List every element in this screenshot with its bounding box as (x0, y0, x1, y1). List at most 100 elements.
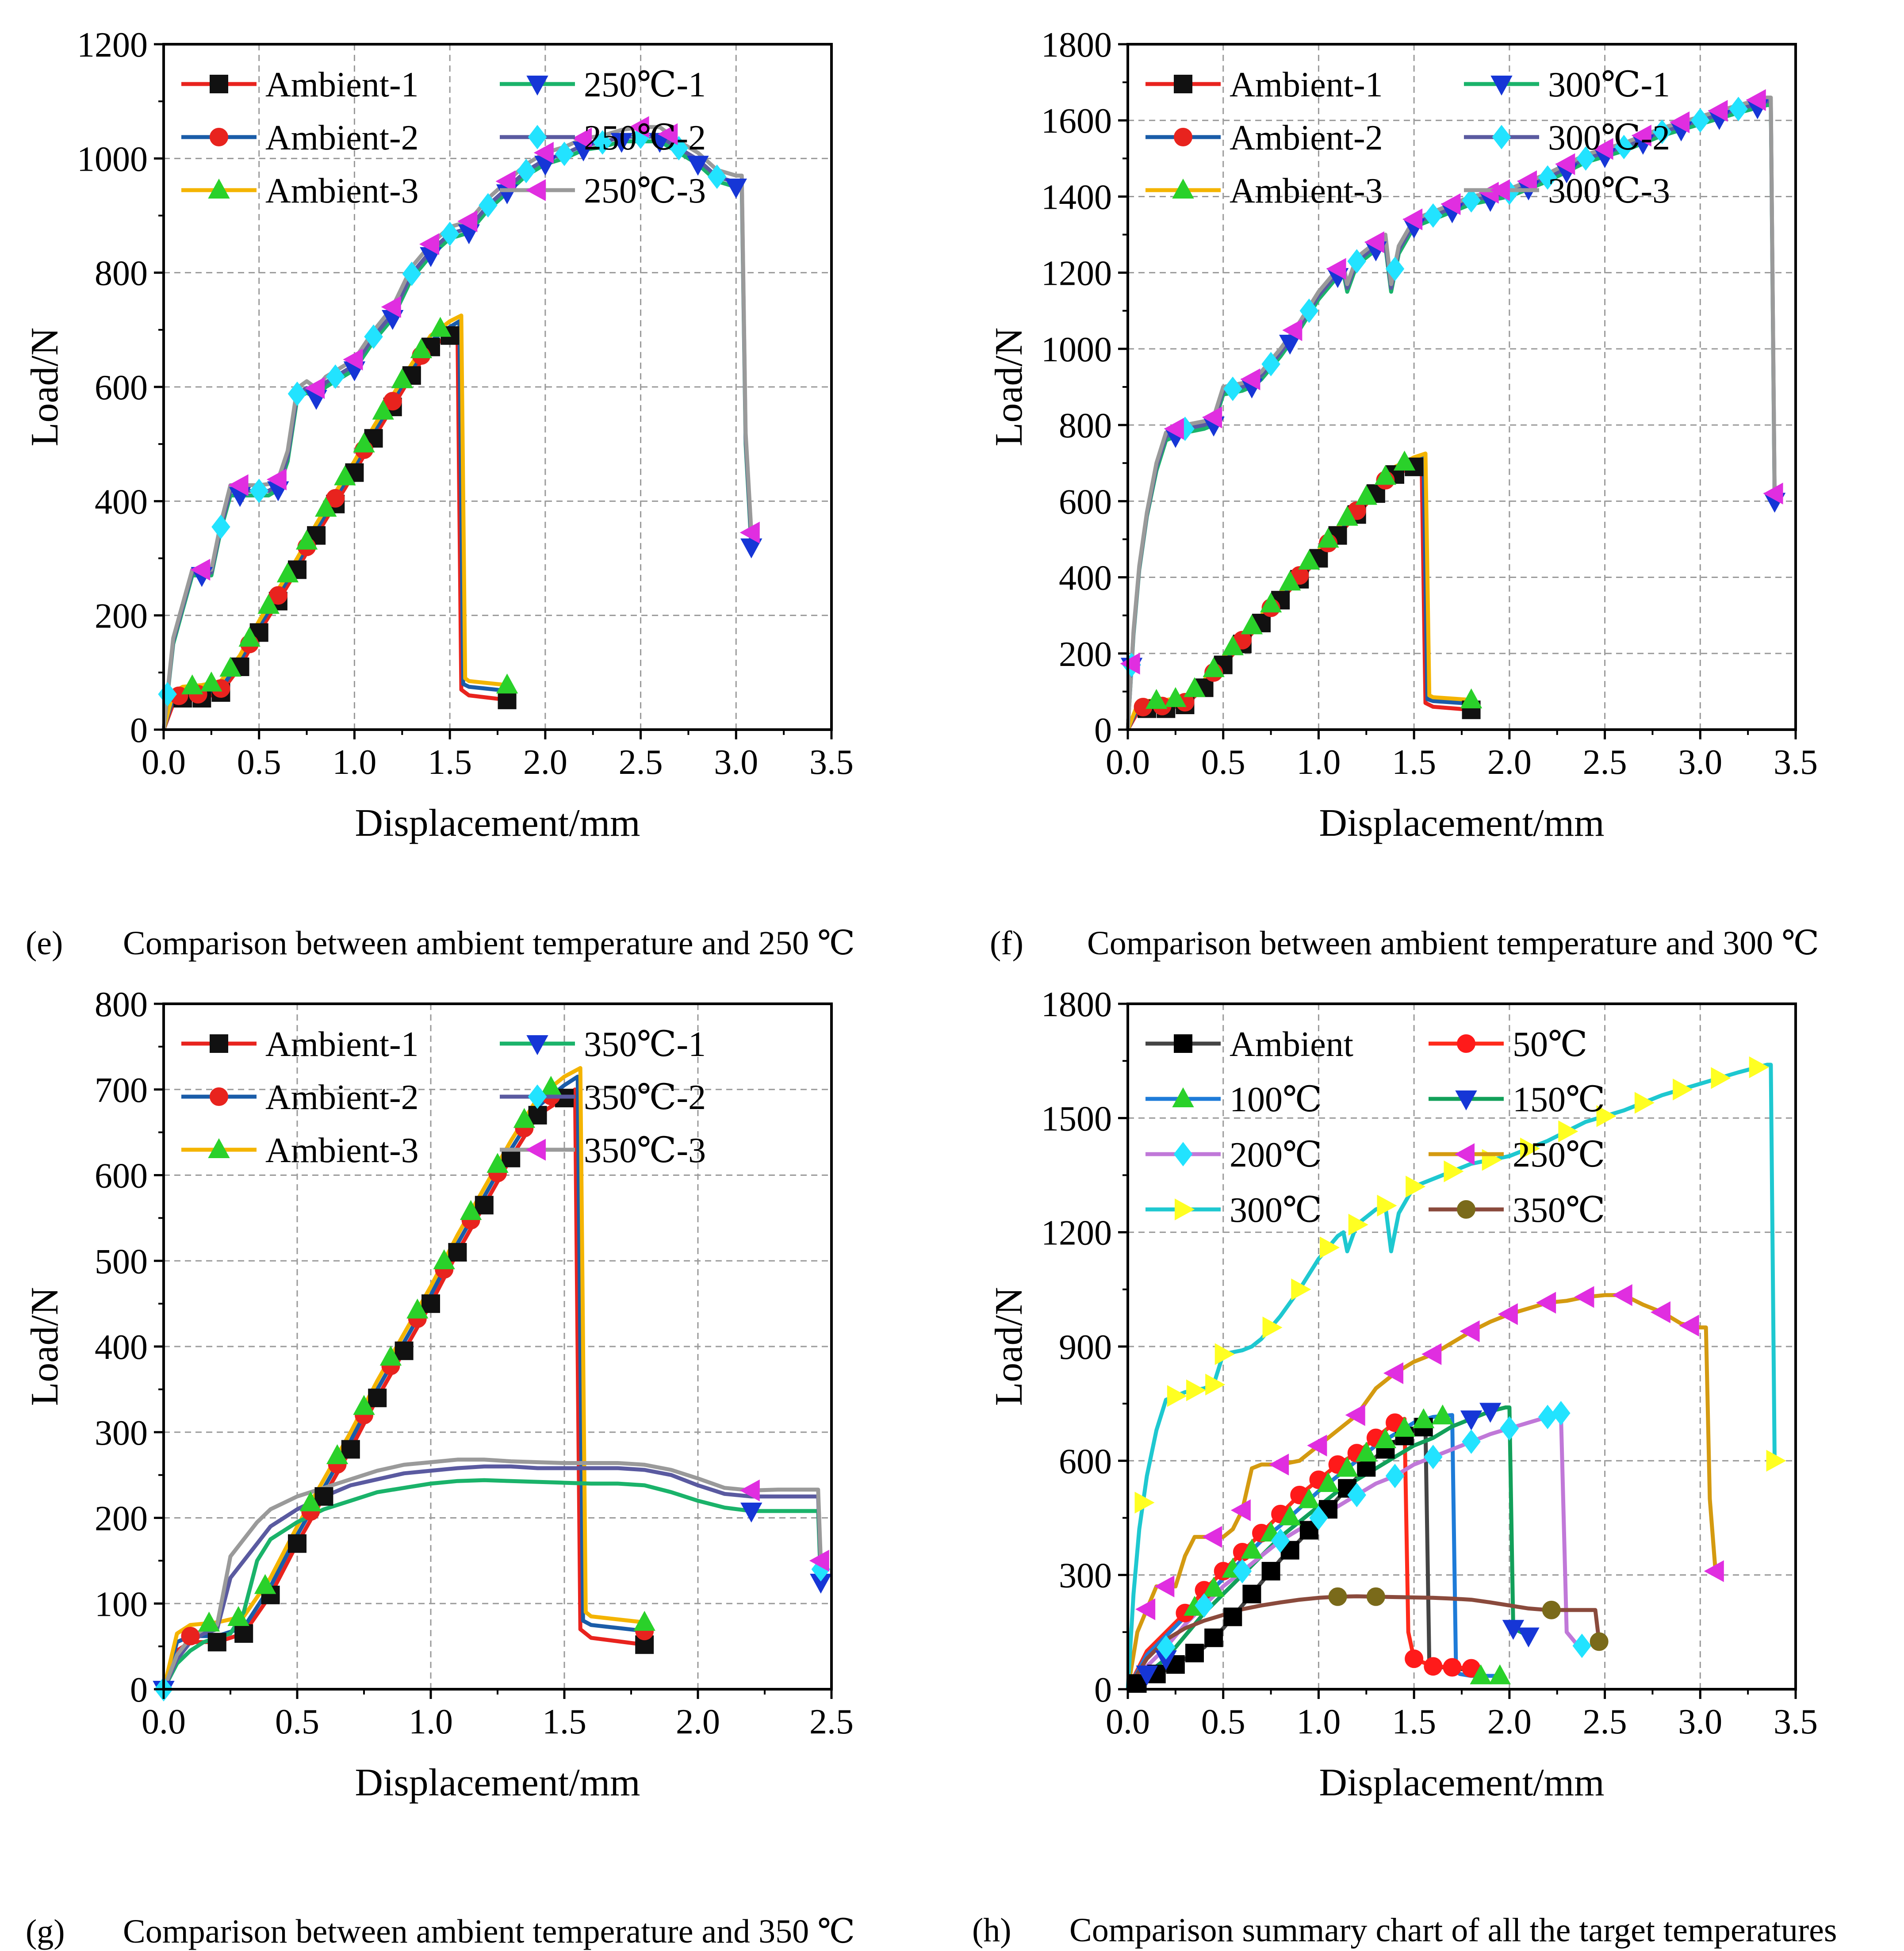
chart-g-series-2-marker (460, 1200, 482, 1220)
chart-g-series-2-marker (353, 1395, 375, 1415)
chart-f-series-4-marker (1424, 203, 1443, 228)
chart-f-legend-item-1: Ambient-2 (1145, 119, 1383, 157)
chart-e-xtick-label: 0.0 (142, 743, 186, 782)
chart-f-series-4-marker (1261, 352, 1280, 376)
chart-g-series-2-line (161, 1066, 645, 1690)
chart-h-legend-swatch-marker (1455, 1090, 1477, 1111)
chart-h-series-3-marker (1479, 1403, 1502, 1423)
chart-e-series-4-marker (517, 159, 536, 184)
chart-e-legend-item-5: 250℃-3 (500, 172, 706, 210)
chart-h-series-5-marker (1460, 1320, 1480, 1343)
chart-h-series-5-marker (1704, 1560, 1724, 1582)
chart-e-series-4-marker (440, 222, 460, 246)
chart-e-series-4-marker (326, 364, 345, 389)
chart-h-series-6-marker (1749, 1056, 1769, 1079)
chart-h-series-6-marker (1634, 1092, 1655, 1114)
chart-g-series-2-marker (326, 1444, 349, 1465)
chart-h-series-6-marker (1134, 1492, 1155, 1514)
chart-h-series-2-marker (1279, 1505, 1301, 1526)
chart-f-legend-swatch-marker (1490, 179, 1510, 201)
chart-h-legend-swatch-marker (1454, 1143, 1475, 1165)
chart-h-series-6-marker (1377, 1194, 1397, 1217)
chart-f-series-5-marker (1517, 170, 1537, 192)
chart-h-series-5-marker (1574, 1286, 1594, 1308)
chart-h-svg: 0.0 0.5 1.0 1.5 2.0 2.5 3.0 3.5 0 300 600 900 1200 15… (988, 985, 1818, 1804)
chart-f-series-5-marker (1746, 89, 1766, 111)
chart-f-ytick-label: 1600 (1041, 102, 1112, 141)
chart-e-xtick-label: 3.0 (714, 743, 758, 782)
chart-h-series-3-marker (1502, 1620, 1525, 1640)
chart-h-series-2-marker (1470, 1664, 1492, 1684)
chart-e-svg: 0.0 0.5 1.0 1.5 2.0 2.5 3.0 3.5 0 200 400 600 800 100… (23, 26, 854, 845)
chart-h-ytick-label: 300 (1059, 1557, 1112, 1595)
caption-g-text: Comparison between ambient temperature a… (123, 1913, 855, 1950)
chart-f-ytick-label: 1800 (1041, 26, 1112, 65)
chart-f-axes: 0.0 0.5 1.0 1.5 2.0 2.5 3.0 3.5 0 200 400 600 800 100… (1041, 26, 1818, 782)
chart-e-series-3-marker (725, 178, 747, 199)
chart-g-series-0-marker (314, 1487, 333, 1506)
chart-h-ytick-label: 1200 (1041, 1214, 1112, 1253)
chart-g-ytick-label: 200 (95, 1500, 148, 1538)
chart-g-series-3-marker (740, 1503, 762, 1523)
chart-e-grid (164, 44, 831, 730)
chart-h-series-3-marker (1136, 1665, 1158, 1686)
chart-h-series-6-line (1126, 1063, 1777, 1690)
chart-f-legend-item-0: Ambient-1 (1145, 65, 1383, 104)
chart-h-series-4-marker (1233, 1559, 1252, 1584)
chart-g-series-5-marker (809, 1549, 829, 1572)
chart-e-series-0-marker (307, 526, 326, 545)
chart-h-series-2-marker (1336, 1457, 1358, 1477)
chart-f-legend-label: Ambient-2 (1230, 119, 1383, 157)
chart-g-legend-swatch-marker (525, 1139, 546, 1161)
chart-g-xtick-label: 0.5 (275, 1702, 319, 1741)
chart-g-series-0-marker (421, 1294, 440, 1313)
chart-e-legend-label: Ambient-1 (265, 65, 419, 104)
chart-e-series-3-marker (610, 133, 633, 153)
chart-f-legend: Ambient-1 Ambient-2 Ambient-3 300℃-1 300℃-2 3… (1145, 65, 1670, 210)
chart-f-legend-swatch-marker (1490, 76, 1513, 96)
chart-h-xlabel: Displacement/mm (1319, 1761, 1604, 1804)
chart-h-series-6-marker (1444, 1160, 1464, 1182)
chart-h-xtick-label: 1.0 (1296, 1702, 1341, 1741)
chart-g-ytick-label: 400 (95, 1328, 148, 1367)
chart-g-ytick-label: 300 (95, 1414, 148, 1453)
chart-e-series-2-marker (372, 399, 394, 420)
caption-f-text: Comparison between ambient temperature a… (1087, 925, 1820, 962)
chart-e-series-2-markers (181, 317, 518, 695)
chart-g-series-0-marker (368, 1389, 387, 1408)
chart-f-xtick-label: 3.5 (1774, 743, 1818, 782)
caption-h-text: Comparison summary chart of all the targ… (1069, 1912, 1837, 1949)
chart-h-series-5-marker (1421, 1343, 1442, 1365)
chart-f-series-5-marker (1555, 153, 1575, 175)
chart-f-xtick-label: 2.0 (1487, 743, 1532, 782)
chart-e-legend-item-2: Ambient-3 (181, 172, 419, 210)
chart-e-series-5-marker (457, 210, 478, 233)
chart-h-series-2-marker (1355, 1442, 1377, 1462)
chart-f-series-2-marker (1317, 528, 1339, 548)
chart-h-series-6-marker (1520, 1137, 1540, 1159)
chart-f-ytick-label: 0 (1094, 711, 1112, 750)
chart-e-legend-swatch-marker (528, 125, 547, 149)
chart-e-series-5-marker (419, 233, 439, 255)
chart-g-series-4-line (161, 1464, 823, 1690)
chart-h-series-7-marker (1542, 1600, 1561, 1619)
chart-g-xtick-label: 0.0 (142, 1702, 186, 1741)
chart-g-ytick-label: 0 (130, 1671, 148, 1710)
chart-h-legend-label: 200℃ (1230, 1136, 1322, 1174)
chart-g-legend-label: Ambient-3 (265, 1131, 419, 1170)
chart-h-series-6-marker (1406, 1175, 1426, 1198)
chart-f-series-2-marker (1298, 549, 1320, 570)
chart-f-series-5-marker (1326, 258, 1346, 280)
chart-h-series-6-marker (1766, 1450, 1786, 1472)
chart-f-series-5-marker (1440, 193, 1461, 215)
chart-h-series-5-line (1126, 1293, 1718, 1690)
chart-h-series-4-marker (1347, 1483, 1366, 1507)
caption-e-text: Comparison between ambient temperature a… (123, 925, 855, 962)
chart-f-xtick-label: 2.5 (1583, 743, 1627, 782)
chart-h-series-6-marker (1596, 1105, 1617, 1127)
chart-e-series-4-marker (593, 130, 612, 155)
chart-e-series-4-marker (479, 193, 498, 218)
chart-h-series (1126, 1056, 1786, 1693)
chart-f-ytick-label: 1200 (1041, 254, 1112, 293)
chart-h-series-3-marker (1460, 1410, 1483, 1431)
